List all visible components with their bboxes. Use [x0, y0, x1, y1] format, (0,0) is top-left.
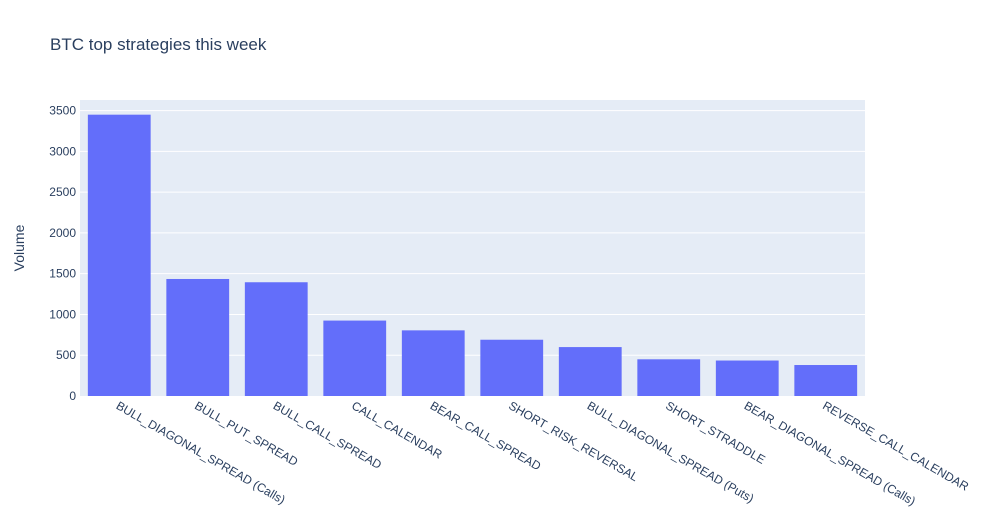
y-tick-label: 0	[69, 389, 76, 403]
y-tick-label: 3500	[49, 104, 76, 118]
chart-title: BTC top strategies this week	[50, 35, 267, 54]
x-axis-ticks: BULL_DIAGONAL_SPREAD (Calls)BULL_PUT_SPR…	[114, 398, 972, 508]
x-tick-label: SHORT_RISK_REVERSAL	[506, 398, 641, 484]
bar	[480, 339, 544, 396]
y-axis-title: Volume	[11, 224, 27, 271]
bars	[87, 114, 858, 397]
y-axis-ticks: 0 500 1000 1500 2000 2500 3000 3500	[49, 104, 76, 403]
x-tick-label: REVERSE_CALL_CALENDAR	[820, 398, 971, 493]
bar	[87, 114, 151, 397]
y-tick-label: 2500	[49, 185, 76, 199]
y-tick-label: 2000	[49, 226, 76, 240]
y-tick-label: 1000	[49, 307, 76, 321]
bar	[323, 320, 387, 396]
bar	[794, 365, 858, 396]
bar	[715, 360, 779, 396]
y-tick-label: 1500	[49, 267, 76, 281]
y-tick-label: 3000	[49, 144, 76, 158]
y-tick-label: 500	[56, 348, 76, 362]
bar	[166, 278, 230, 396]
bar	[244, 282, 308, 396]
bar	[558, 347, 622, 396]
bar	[637, 359, 701, 396]
bar	[401, 330, 465, 396]
